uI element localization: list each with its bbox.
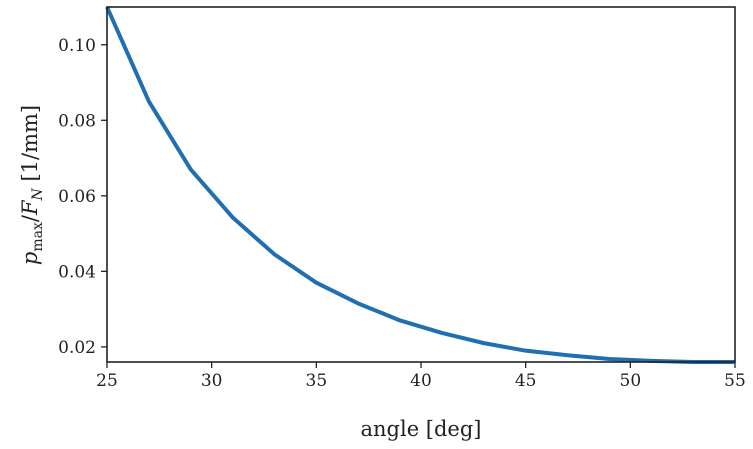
x-tick-label: 30 xyxy=(201,371,223,391)
x-tick-label: 35 xyxy=(306,371,328,391)
y-label-p: p xyxy=(18,252,42,265)
y-label-unit: [1/mm] xyxy=(18,105,42,188)
y-label-slash: / xyxy=(18,214,42,222)
ticks-layer: 25 30 35 40 45 50 55 0.02 0.04 0.06 0.08 0.10 xyxy=(58,36,746,391)
y-label-f: F xyxy=(18,199,42,216)
y-tick-label: 0.08 xyxy=(58,111,96,131)
axes-frame xyxy=(106,6,736,363)
series-line xyxy=(105,6,735,364)
y-tick-label: 0.04 xyxy=(58,262,96,282)
y-label-sub-n: N xyxy=(30,187,46,201)
x-tick-label: 40 xyxy=(410,371,432,391)
y-label-sub-max: max xyxy=(30,222,46,252)
x-tick-label: 45 xyxy=(515,371,537,391)
x-tick-label: 55 xyxy=(724,371,746,391)
y-tick-label: 0.06 xyxy=(58,187,96,207)
y-tick-label: 0.10 xyxy=(58,36,96,56)
y-axis-label: pmax/FN [1/mm] xyxy=(18,105,46,265)
x-tick-label: 25 xyxy=(96,371,118,391)
x-tick-label: 50 xyxy=(620,371,642,391)
x-axis-label: angle [deg] xyxy=(360,417,481,441)
y-tick-label: 0.02 xyxy=(58,338,96,358)
series-layer xyxy=(105,6,735,364)
